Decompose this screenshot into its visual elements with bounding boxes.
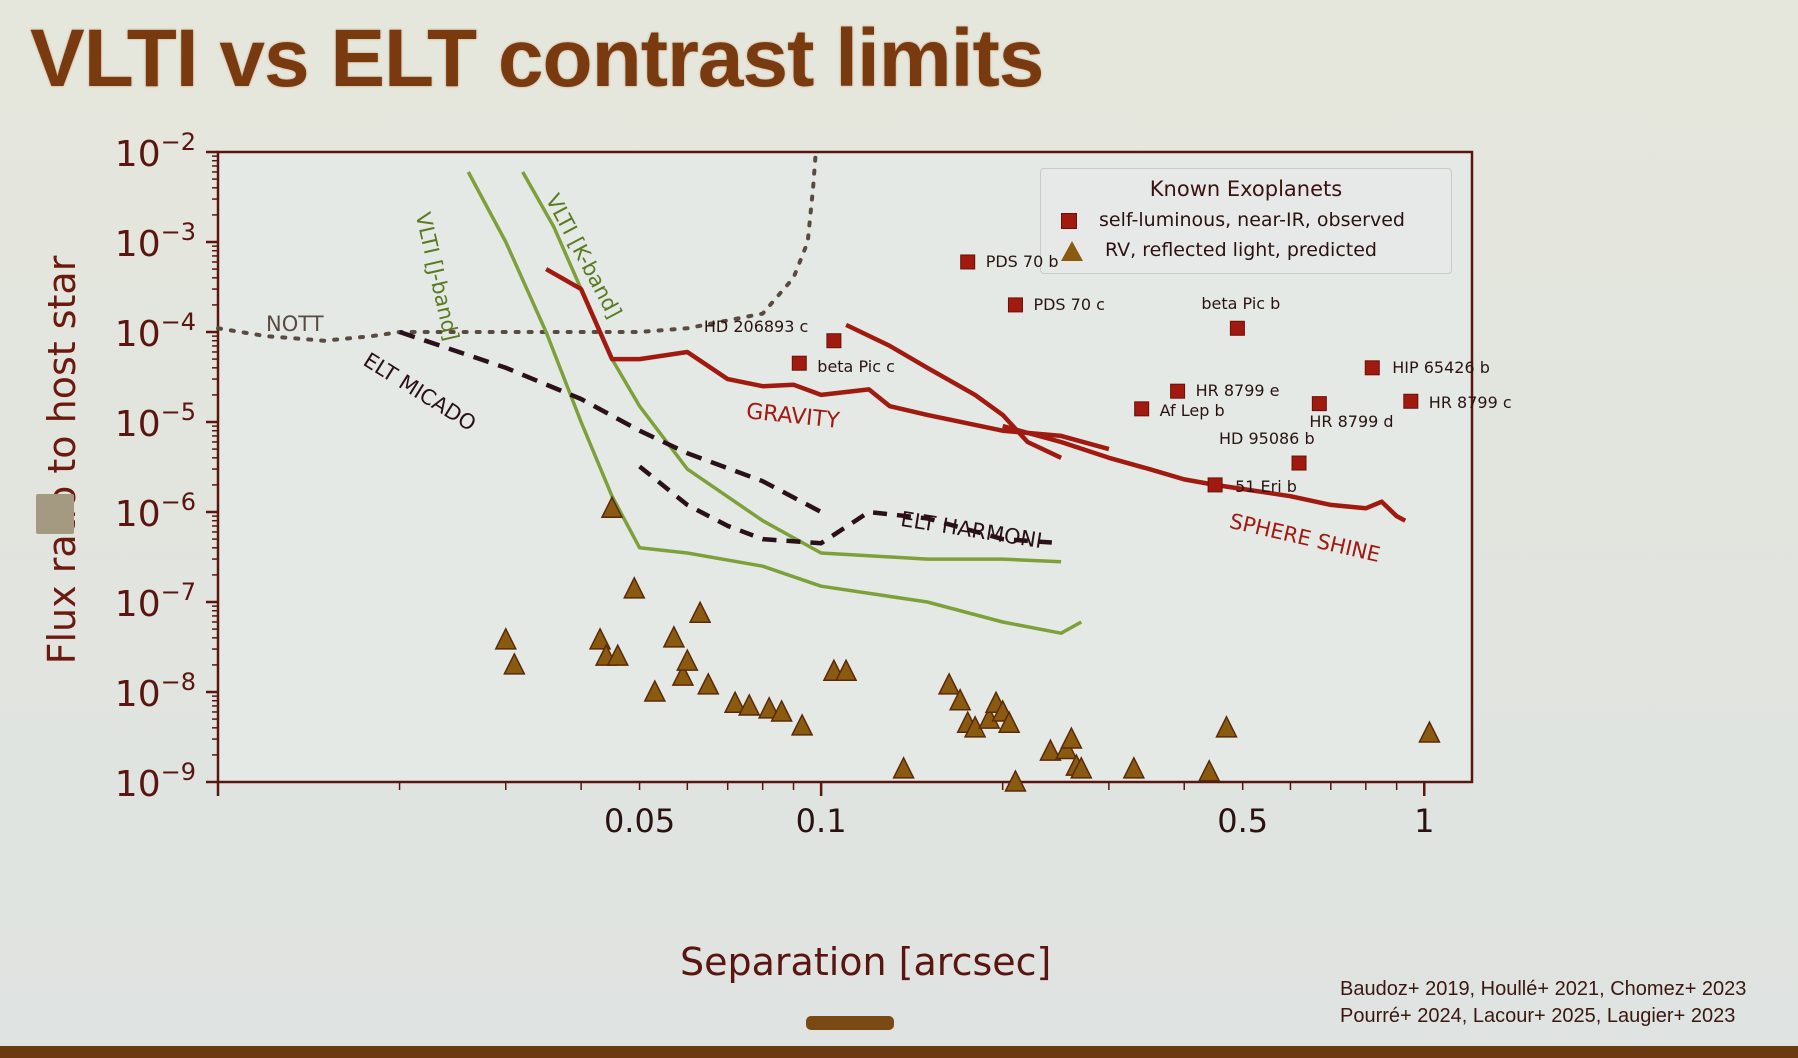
planet-label: Af Lep b: [1159, 400, 1225, 420]
planet-label: PDS 70 c: [1033, 294, 1105, 314]
legend-label: self-luminous, near-IR, observed: [1099, 209, 1405, 231]
curve-elt-micado: [398, 329, 823, 514]
y-axis-label: Flux ratio to host star: [40, 255, 84, 665]
rv-planet-triangle: [738, 693, 761, 716]
curve-vlti-j-band-: [466, 171, 1083, 635]
y-tick-label: 10−5: [115, 398, 196, 445]
curve-nott: [216, 150, 818, 343]
y-tick-label: 10−6: [115, 488, 196, 535]
curve-sphere-shine: [1002, 423, 1407, 523]
observed-planet-square: [791, 355, 807, 371]
citation-line-1: Baudoz+ 2019, Houllé+ 2021, Chomez+ 2023: [1340, 978, 1747, 1000]
planet-label: HR 8799 e: [1195, 381, 1280, 401]
x-tick-label: 0.1: [796, 802, 847, 840]
planet-label: beta Pic b: [1201, 294, 1281, 314]
rv-planet-triangle: [892, 756, 915, 779]
observed-planet-square: [1311, 396, 1327, 412]
observed-planet-square: [1229, 320, 1245, 336]
y-tick-label: 10−4: [115, 308, 196, 355]
nott-label: NOTT: [266, 312, 324, 336]
planet-label: HD 206893 c: [703, 316, 809, 336]
rv-planet-triangle: [1039, 738, 1062, 761]
observed-planet-square: [1364, 360, 1380, 376]
triangle-marker-icon: [1061, 240, 1083, 261]
rv-planet-triangle: [671, 663, 695, 686]
planet-label: beta Pic c: [817, 357, 895, 377]
rv-planet-triangle: [723, 690, 747, 713]
rv-planet-triangle: [937, 672, 961, 695]
planet-label: HD 95086 b: [1219, 429, 1315, 449]
citation-line-2: Pourré+ 2024, Lacour+ 2025, Laugier+ 202…: [1340, 1005, 1736, 1027]
observed-planet-square: [1207, 477, 1223, 493]
rv-planet-triangle: [948, 688, 972, 711]
x-tick-label: 0.05: [604, 802, 675, 840]
y-tick-label: 10−9: [115, 758, 196, 805]
rv-planet-triangle: [606, 643, 629, 666]
rv-planet-triangle: [676, 648, 699, 671]
rv-planet-triangle: [770, 699, 793, 722]
slide-handle[interactable]: [36, 494, 74, 534]
legend-item-observed: self-luminous, near-IR, observed: [1061, 209, 1405, 231]
rv-planet-triangle: [1418, 720, 1441, 743]
observed-planet-square: [960, 254, 976, 270]
chart-legend: Known Exoplanets self-luminous, near-IR,…: [1040, 168, 1452, 274]
pointer-highlight: [806, 1016, 894, 1030]
rv-planet-triangle: [623, 576, 646, 599]
rv-planet-triangle: [790, 713, 814, 736]
rv-planet-triangle: [494, 627, 517, 650]
y-tick-label: 10−8: [115, 668, 196, 715]
slide-title: VLTI vs ELT contrast limits: [30, 13, 1044, 104]
legend-item-predicted: RV, reflected light, predicted: [1061, 239, 1377, 261]
y-tick-label: 10−2: [115, 128, 196, 175]
planet-label: PDS 70 b: [985, 251, 1059, 271]
square-marker-icon: [1061, 212, 1077, 229]
rv-planet-triangle: [1122, 756, 1146, 779]
citation: Baudoz+ 2019, Houllé+ 2021, Chomez+ 2023…: [1340, 976, 1746, 1030]
rv-planet-triangle: [834, 658, 858, 682]
observed-planet-square: [1291, 455, 1307, 471]
rv-planet-triangle: [688, 600, 712, 623]
x-axis-label: Separation [arcsec]: [680, 940, 1052, 984]
x-tick-label: 1: [1414, 802, 1434, 840]
rv-planet-triangle: [1197, 759, 1221, 782]
legend-label: RV, reflected light, predicted: [1105, 239, 1377, 261]
planet-label: HR 8799 d: [1309, 411, 1394, 431]
plot-frame: [216, 150, 1474, 784]
rv-planet-triangle: [1215, 715, 1238, 738]
rv-planet-triangle: [503, 652, 526, 675]
rv-planet-triangle: [697, 672, 720, 695]
planet-label: 51 Eri b: [1235, 476, 1297, 496]
rv-planet-triangle: [757, 696, 781, 719]
planet-label: HIP 65426 b: [1392, 357, 1490, 377]
curve-vlti-k-band-: [521, 171, 1062, 564]
y-tick-label: 10−3: [115, 218, 196, 265]
rv-planet-triangle: [600, 495, 624, 519]
observed-planet-square: [826, 333, 842, 349]
x-tick-label: 0.5: [1217, 802, 1268, 840]
rv-planet-triangle: [1004, 769, 1027, 792]
observed-planet-square: [1134, 401, 1150, 417]
bottom-border: [0, 1046, 1798, 1058]
observed-planet-square: [1403, 393, 1419, 409]
observed-planet-square: [1170, 383, 1186, 399]
rv-planet-triangle: [1060, 726, 1083, 749]
rv-planet-triangle: [588, 627, 612, 650]
rv-planet-triangle: [997, 710, 1021, 733]
rv-planet-triangle: [1070, 756, 1093, 779]
curve-gravity-second-curve-: [845, 322, 1063, 460]
y-tick-label: 10−7: [115, 578, 196, 625]
observed-planet-square: [1007, 297, 1023, 313]
planet-label: HR 8799 c: [1428, 393, 1512, 413]
legend-title: Known Exoplanets: [1149, 177, 1343, 201]
curve-gravity: [544, 267, 1110, 452]
rv-planet-triangle: [643, 679, 667, 702]
curve-elt-harmoni: [638, 464, 1062, 546]
rv-planet-triangle: [662, 625, 686, 648]
